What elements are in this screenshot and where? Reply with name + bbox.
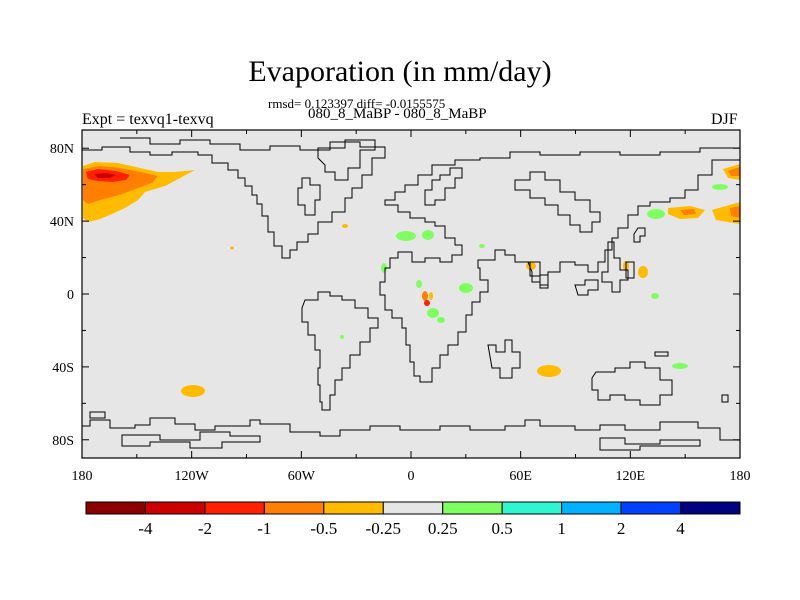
- patch-se-asia-a: [638, 266, 648, 278]
- colorbar-label: -4: [138, 519, 153, 538]
- coast-hudson-bay: [297, 177, 321, 216]
- season-label: DJF: [711, 111, 738, 128]
- lat-tick-label: 40N: [50, 215, 74, 230]
- colorbar-swatch: [620, 501, 682, 515]
- anomaly-patches: [83, 162, 740, 397]
- coast-philippines: [625, 261, 635, 279]
- colorbar: -4 -2 -1 -0.5 -0.25 0.25 0.5 1 2 4: [85, 501, 741, 538]
- coast-borneo: [574, 279, 599, 296]
- patch-green-africa-c: [416, 280, 422, 288]
- colorbar-swatch: [561, 501, 622, 515]
- coastlines: [82, 137, 741, 451]
- colorbar-label: -0.5: [310, 519, 337, 538]
- colorbar-label: 2: [617, 519, 626, 538]
- patch-green-australia: [672, 363, 688, 369]
- colorbar-swatch: [323, 501, 384, 515]
- patch-green-africa-b: [427, 308, 439, 318]
- patch-africa-orange-a: [422, 291, 428, 301]
- patch-green-small-c: [340, 335, 344, 339]
- chart-title: Evaporation (in mm/day): [248, 55, 552, 88]
- coast-north-america: [82, 137, 386, 259]
- coast-east-asia: [601, 241, 629, 293]
- patch-green-europe-b: [422, 230, 434, 240]
- lon-tick-label: 60W: [288, 469, 316, 484]
- lon-tick-label: 60E: [509, 469, 532, 484]
- patch-green-africa-e: [437, 317, 445, 323]
- lat-tick-label: 0: [67, 288, 74, 303]
- experiment-label: Expt = texvq1-texvq: [82, 111, 214, 128]
- patch-africa-yellow: [429, 292, 433, 300]
- lat-tick-label: 80N: [50, 142, 74, 157]
- patch-atlantic-small: [342, 224, 348, 228]
- coast-greenland: [317, 139, 376, 181]
- patch-green-arctic: [712, 184, 728, 190]
- patch-green-europe-a: [396, 231, 416, 241]
- colorbar-label: 0.5: [492, 519, 513, 538]
- colorbar-swatch: [204, 501, 265, 515]
- lon-tick-label: 120E: [616, 469, 646, 484]
- colorbar-swatch: [85, 501, 146, 515]
- patch-south-indian-ocean: [537, 365, 561, 377]
- colorbar-label: 1: [557, 519, 566, 538]
- lat-tick-label: 40S: [52, 361, 74, 376]
- lon-tick-label: 120W: [175, 469, 210, 484]
- colorbar-swatch: [442, 501, 503, 515]
- patch-east-asia-inner: [680, 209, 696, 215]
- coast-madagascar: [487, 339, 521, 379]
- map-background: [82, 130, 740, 458]
- coast-south-america: [301, 291, 379, 411]
- patch-green-africa-a: [459, 283, 473, 293]
- coast-new-guinea: [654, 351, 669, 357]
- coast-india: [527, 261, 549, 289]
- patch-green-asia-a: [647, 209, 665, 219]
- coast-antarctica-peninsula: [89, 411, 106, 419]
- coast-australia: [591, 361, 673, 406]
- patch-mid-pacific-small: [230, 246, 234, 250]
- colorbar-swatch: [501, 501, 563, 515]
- patch-africa-red: [424, 300, 430, 306]
- colorbar-swatch: [680, 501, 741, 515]
- colorbar-swatch: [382, 501, 444, 515]
- coast-eurasia-africa: [379, 147, 741, 383]
- colorbar-label: -0.25: [366, 519, 401, 538]
- lon-tick-label: 0: [408, 469, 415, 484]
- subtitle: 080_8_MaBP - 080_8_MaBP: [308, 106, 487, 122]
- lat-tick-label: 80S: [52, 434, 74, 449]
- colorbar-swatch: [144, 501, 206, 515]
- patch-alaska-inner: [728, 167, 740, 176]
- colorbar-label: 0.25: [428, 519, 458, 538]
- patch-green-small-b: [479, 244, 485, 248]
- coast-japan: [633, 227, 646, 243]
- lon-tick-label: 180: [72, 469, 93, 484]
- patch-green-small-a: [651, 293, 659, 299]
- colorbar-label: -1: [257, 519, 271, 538]
- colorbar-label: -2: [198, 519, 212, 538]
- colorbar-swatch: [263, 501, 325, 515]
- coast-antarctica-inner: [121, 431, 261, 449]
- longitude-axis: 180 120W 60W 0 60E 120E 180: [72, 130, 751, 484]
- colorbar-label: 4: [676, 519, 685, 538]
- latitude-axis: 80N 40N 0 40S 80S: [50, 142, 740, 449]
- coast-antarctica: [82, 417, 740, 441]
- coast-siberia-inner: [514, 171, 601, 233]
- patch-nw-pacific-inner: [730, 206, 740, 218]
- stats-line: rmsd= 0.123397 diff= -0.0155575: [268, 96, 446, 111]
- coast-antarctica-east: [599, 437, 701, 451]
- coast-new-zealand: [721, 394, 729, 403]
- lon-tick-label: 180: [730, 469, 751, 484]
- patch-south-pacific: [181, 385, 205, 397]
- coast-scandinavia: [424, 167, 463, 206]
- patch-north-pacific-core: [94, 173, 116, 178]
